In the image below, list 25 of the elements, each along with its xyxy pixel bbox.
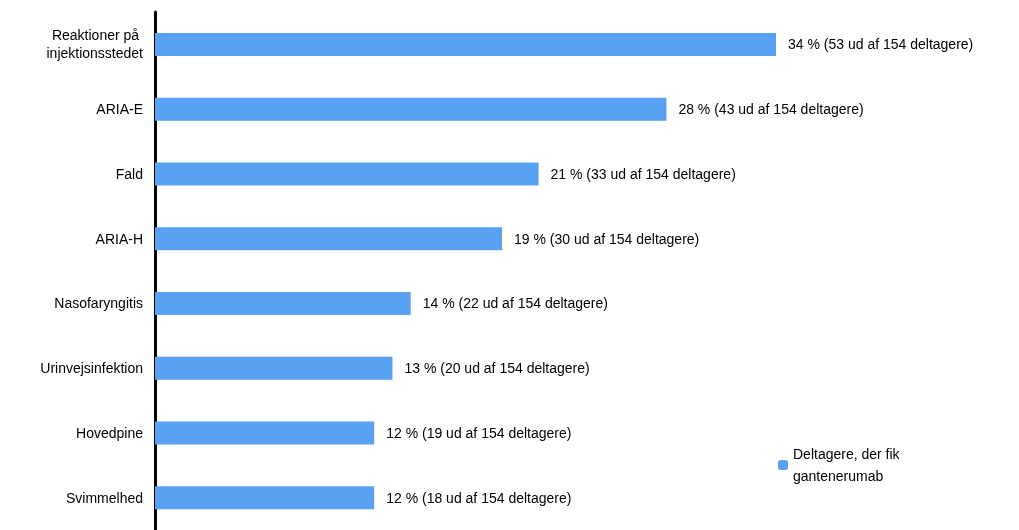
bar: [155, 32, 776, 56]
bar: [155, 162, 539, 186]
bar: [155, 227, 503, 251]
data-label: 28 % (43 ud af 154 deltagere): [678, 101, 864, 118]
data-label: 12 % (19 ud af 154 deltagere): [386, 424, 572, 441]
data-label: 19 % (30 ud af 154 deltagere): [514, 230, 700, 247]
y-tick-label: Hovedpine: [76, 424, 144, 441]
y-tick-label: ARIA-E: [96, 101, 143, 118]
data-label: 34 % (53 ud af 154 deltagere): [788, 36, 974, 53]
data-label: 14 % (22 ud af 154 deltagere): [422, 295, 608, 312]
bar: [155, 97, 667, 121]
y-tick-label: Svimmelhed: [65, 489, 143, 506]
bar: [155, 486, 375, 510]
y-tick-label: Fald: [115, 165, 143, 182]
bar: [155, 421, 375, 445]
y-tick-label: Reaktioner på injektionsstedet: [46, 27, 144, 62]
y-tick-label: ARIA-H: [95, 230, 143, 247]
data-label: 13 % (20 ud af 154 deltagere): [404, 360, 590, 377]
bar: [155, 291, 411, 315]
y-tick-label: Urinvejsinfektion: [40, 360, 143, 377]
data-label: 21 % (33 ud af 154 deltagere): [550, 165, 736, 182]
legend-label: Deltagere, der fik gantenerumab: [793, 446, 904, 484]
bar: [155, 356, 393, 380]
data-label: 12 % (18 ud af 154 deltagere): [386, 489, 572, 506]
y-tick-label: Nasofaryngitis: [54, 295, 143, 312]
